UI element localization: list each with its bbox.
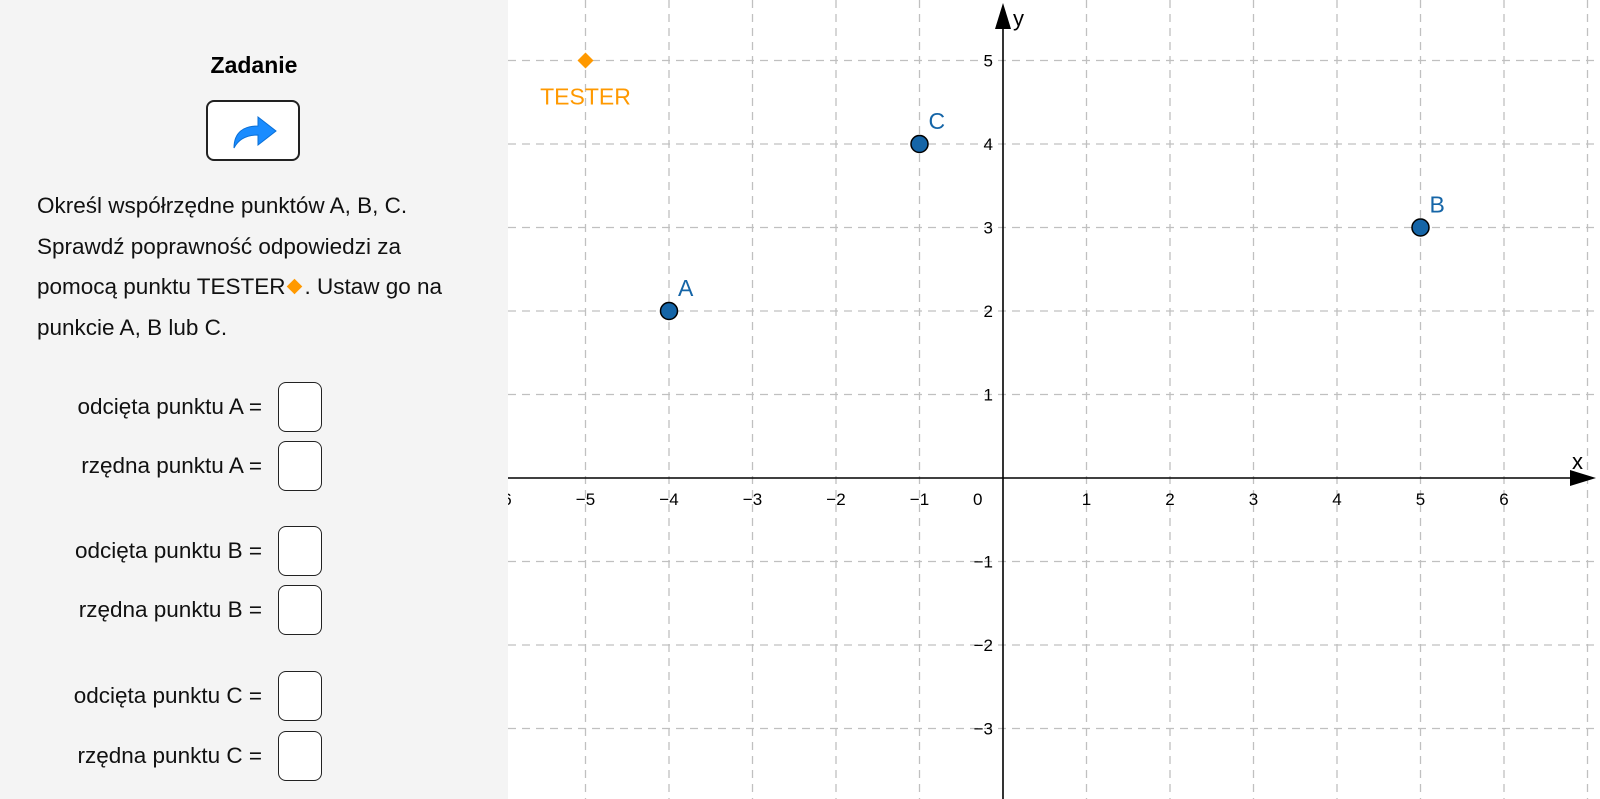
input-row: odcięta punktu B = xyxy=(0,526,322,578)
x-tick-label: −5 xyxy=(576,490,595,509)
answer-input[interactable] xyxy=(278,441,322,491)
answer-input[interactable] xyxy=(278,382,322,432)
x-tick-label: 5 xyxy=(1416,490,1425,509)
input-label: rzędna punktu A = xyxy=(81,453,262,478)
input-label: odcięta punktu B = xyxy=(74,538,262,563)
point-c xyxy=(910,134,929,154)
input-row: odcięta punktu C = xyxy=(0,671,322,723)
answer-input[interactable] xyxy=(278,671,322,721)
x-tick-label: 6 xyxy=(1499,490,1508,509)
x-tick-label: −6 xyxy=(508,490,512,509)
x-tick-label: 2 xyxy=(1165,490,1174,509)
coordinate-graph[interactable]: x y 0 −6 −5 −4 −3 −2 −1 1 2 3 4 5 6 −3 −2 −1 1 2 3 4 5 A B C TESTE… xyxy=(508,0,1600,799)
input-row: rzędna punktu C = xyxy=(0,731,322,783)
y-axis-arrow-icon xyxy=(995,3,1011,29)
next-button[interactable] xyxy=(206,100,300,161)
task-panel: Zadanie Określ współrzędne punktów A, B,… xyxy=(0,0,508,799)
point-label: C xyxy=(929,108,946,134)
point-label: A xyxy=(678,275,694,301)
x-axis-label: x xyxy=(1572,449,1583,474)
origin-label: 0 xyxy=(973,490,982,509)
redo-arrow-icon xyxy=(233,115,277,149)
x-tick-label: −3 xyxy=(743,490,762,509)
input-label: odcięta punktu C = xyxy=(73,683,262,708)
x-tick-label: −4 xyxy=(659,490,678,509)
point-tester xyxy=(577,52,594,69)
y-tick-label: 4 xyxy=(984,135,993,154)
input-label: rzędna punktu C = xyxy=(77,743,263,768)
y-tick-label: 5 xyxy=(984,52,993,71)
y-tick-label: 1 xyxy=(984,386,993,405)
input-row: rzędna punktu B = xyxy=(0,585,322,637)
y-tick-label: −3 xyxy=(974,720,993,739)
input-row: odcięta punktu A = xyxy=(0,382,322,434)
tester-diamond-icon xyxy=(287,278,303,295)
task-description: Określ współrzędne punktów A, B, C. Spra… xyxy=(37,186,487,348)
answer-input[interactable] xyxy=(278,731,322,781)
task-text-end: . Ustaw go na punkcie A, B lub C. xyxy=(37,274,443,340)
input-row: rzędna punktu A = xyxy=(0,441,322,493)
y-tick-label: −1 xyxy=(974,553,993,572)
answer-input[interactable] xyxy=(278,585,322,635)
point-b xyxy=(1411,218,1430,237)
y-tick-label: 3 xyxy=(984,219,993,238)
input-label: odcięta punktu A = xyxy=(77,394,262,419)
point-label: TESTER xyxy=(540,84,631,110)
x-tick-label: −1 xyxy=(910,490,929,509)
x-axis-arrow-icon xyxy=(1570,470,1596,486)
x-tick-label: 4 xyxy=(1332,490,1341,509)
x-tick-label: 3 xyxy=(1249,490,1258,509)
point-label: B xyxy=(1430,192,1445,218)
answer-input[interactable] xyxy=(278,526,322,576)
x-tick-label: −2 xyxy=(826,490,845,509)
y-axis-label: y xyxy=(1013,6,1024,31)
task-text: Określ współrzędne punktów A, B, C. Spra… xyxy=(37,193,408,299)
y-tick-label: −2 xyxy=(974,636,993,655)
panel-title: Zadanie xyxy=(210,52,298,78)
y-tick-label: 2 xyxy=(984,302,993,321)
point-a xyxy=(659,301,679,321)
x-tick-label: 1 xyxy=(1082,490,1091,509)
input-label: rzędna punktu B = xyxy=(78,597,262,622)
